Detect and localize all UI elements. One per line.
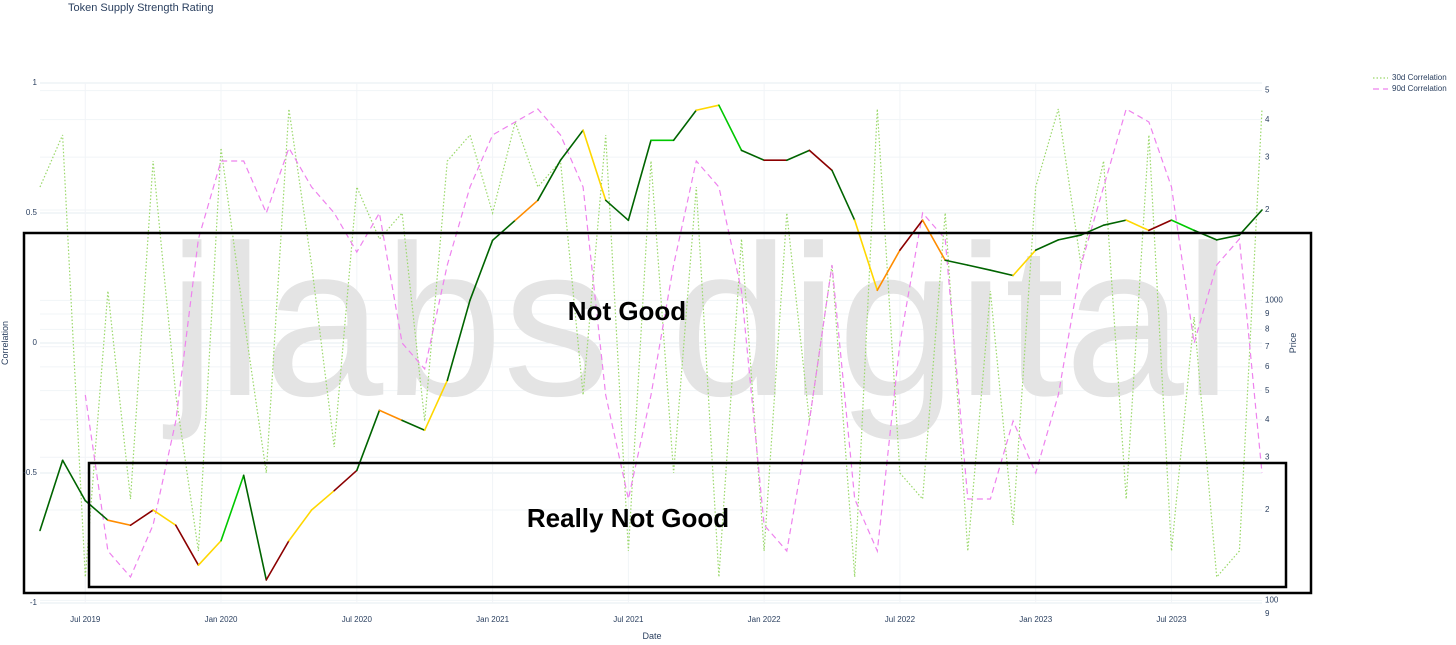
x-tick-label: Jul 2023 [1156, 615, 1187, 624]
ticks: -1 -0.5 0 0.5 1 9 100 2 3 4 5 6 7 8 9 1000 2 3 4 5 Jul 2019 J… [23, 78, 1283, 624]
watermark: jlabs digital [162, 200, 1232, 441]
price-segment [989, 269, 1014, 277]
price-segment [288, 509, 313, 542]
x-tick-label: Jul 2022 [885, 615, 916, 624]
y2-tick-label: 7 [1265, 342, 1270, 351]
price-segment [785, 149, 811, 162]
price-segment [378, 409, 403, 422]
x-axis-title: Date [642, 631, 661, 641]
legend-label: 30d Correlation [1392, 73, 1447, 82]
x-tick-label: Jul 2019 [70, 615, 101, 624]
x-tick-label: Jan 2022 [748, 615, 781, 624]
price-segment [39, 459, 64, 532]
x-tick-label: Jan 2023 [1019, 615, 1052, 624]
price-segment [559, 129, 584, 162]
legend: 30d Correlation 90d Correlation [1373, 73, 1447, 93]
price-segment [899, 219, 924, 251]
price-segment [423, 379, 449, 432]
x-tick-label: Jan 2020 [205, 615, 238, 624]
price-segment [469, 239, 494, 302]
price-segment [537, 159, 562, 202]
price-segment [401, 419, 426, 432]
y2-tick-label: 2 [1265, 505, 1270, 514]
grid [40, 82, 1262, 604]
price-segment [627, 139, 652, 222]
chart-title: Token Supply Strength Rating [68, 2, 214, 14]
price-segment [356, 409, 381, 472]
y2-tick-label: 6 [1265, 362, 1270, 371]
y2-tick-label: 5 [1265, 386, 1270, 395]
price-segment [61, 459, 87, 502]
annotation: Not Good [568, 296, 686, 326]
y-tick-label: -0.5 [23, 468, 37, 477]
price-segment [1057, 234, 1082, 241]
price-segment [514, 199, 539, 222]
y-axis-title: Correlation [0, 321, 10, 365]
price-segment [672, 109, 698, 142]
price-segment [265, 539, 290, 581]
price-segment [220, 474, 245, 542]
price-segment [604, 199, 630, 222]
annotation-box [87, 461, 1288, 589]
y2-tick-label: 8 [1265, 325, 1270, 334]
y2-tick-label: 100 [1265, 595, 1279, 604]
price-segment [967, 264, 992, 272]
price-segment [1102, 219, 1128, 226]
price-segment [808, 149, 833, 172]
price-segment [197, 539, 222, 566]
y2-tick-label: 2 [1265, 205, 1270, 214]
price-segment [174, 524, 200, 566]
y2-tick-label: 4 [1265, 415, 1270, 424]
y2-tick-label: 9 [1265, 609, 1270, 618]
y2-tick-label: 9 [1265, 309, 1270, 318]
price-segment [831, 169, 856, 221]
price-segment [1125, 219, 1150, 232]
y-tick-label: 0.5 [26, 208, 38, 217]
annotation-box [22, 231, 1313, 595]
price-segment [446, 299, 471, 382]
price-segment [242, 474, 268, 581]
price-segment [310, 489, 335, 511]
y2-axis-title: Price [1288, 333, 1298, 354]
lines [39, 104, 1263, 581]
price-segment [1034, 239, 1060, 251]
y2-tick-label: 3 [1265, 452, 1270, 461]
price-segment [1148, 219, 1173, 232]
price-segment [333, 469, 358, 492]
price-segment [1012, 249, 1037, 277]
y-tick-label: 1 [33, 78, 38, 87]
x-tick-label: Jul 2020 [342, 615, 373, 624]
legend-label: 90d Correlation [1392, 84, 1447, 93]
price-segment [1215, 234, 1241, 241]
y-tick-label: -1 [30, 598, 38, 607]
y2-tick-label: 5 [1265, 86, 1270, 95]
x-tick-label: Jul 2021 [613, 615, 644, 624]
correlation-line [84, 108, 1263, 579]
price-segment [718, 104, 743, 152]
price-segment [582, 129, 607, 202]
y2-tick-label: 4 [1265, 115, 1270, 124]
price-segment [1238, 209, 1263, 236]
y2-tick-label: 1000 [1265, 295, 1283, 304]
price-segment [921, 219, 946, 262]
price-segment [1170, 219, 1195, 232]
price-segment [695, 104, 720, 112]
price-segment [107, 519, 132, 527]
annotation: Really Not Good [527, 503, 729, 533]
price-segment [129, 509, 154, 527]
price-segment [876, 249, 901, 292]
correlation-line [39, 108, 1263, 579]
x-tick-label: Jan 2021 [476, 615, 509, 624]
price-segment [740, 149, 765, 162]
y2-tick-label: 3 [1265, 152, 1270, 161]
y-tick-label: 0 [33, 338, 38, 347]
price-segment [944, 259, 969, 266]
price-segment [491, 219, 517, 242]
price-segment [152, 509, 177, 527]
